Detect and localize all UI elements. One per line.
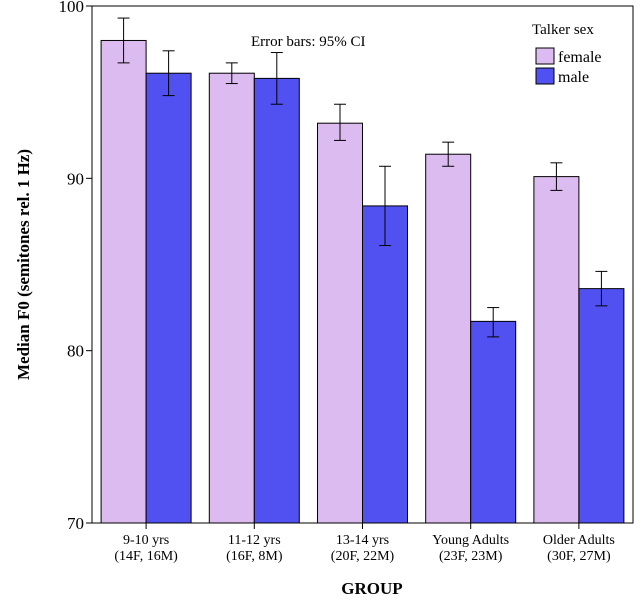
bar-female-4	[533, 176, 580, 524]
y-tick-label-80: 80	[67, 342, 84, 361]
y-tick-label-100: 100	[59, 0, 85, 16]
x-tick-label-1-line1: 11-12 yrs	[228, 533, 281, 548]
bar-female-2	[317, 122, 363, 524]
legend-title: Talker sex	[532, 22, 594, 38]
x-tick-label-3-line1: Young Adults	[432, 533, 509, 548]
x-tick-label-0-line2: (14F, 16M)	[114, 549, 178, 564]
bar-female-0	[100, 39, 147, 524]
legend-label-female: female	[558, 49, 602, 66]
x-tick-label-1-line2: (16F, 8M)	[226, 549, 283, 564]
x-axis-label: GROUP	[341, 579, 402, 598]
y-tick-label-70: 70	[67, 514, 84, 533]
bar-male-2	[362, 205, 408, 524]
y-tick-label-90: 90	[67, 169, 84, 188]
x-tick-label-2-line2: (20F, 22M)	[331, 549, 395, 564]
x-tick-label-2-line1: 13-14 yrs	[336, 533, 389, 548]
bar-female-1	[208, 72, 255, 524]
y-axis-label: Median F0 (semitones rel. 1 Hz)	[14, 149, 33, 380]
bar-male-0	[145, 72, 192, 524]
legend-swatch-male	[535, 67, 555, 85]
bar-male-4	[578, 288, 625, 524]
x-tick-label-4-line2: (30F, 27M)	[547, 549, 611, 564]
legend-label-male: male	[558, 69, 589, 86]
bar-female-3	[425, 153, 472, 524]
x-tick-label-4-line1: Older Adults	[543, 533, 615, 548]
error-bars-annotation: Error bars: 95% CI	[251, 34, 366, 50]
legend-swatch-female	[535, 47, 555, 65]
bar-male-1	[253, 77, 300, 524]
x-tick-label-3-line2: (23F, 23M)	[439, 549, 503, 564]
bar-male-3	[470, 320, 517, 524]
x-tick-label-0-line1: 9-10 yrs	[123, 533, 169, 548]
